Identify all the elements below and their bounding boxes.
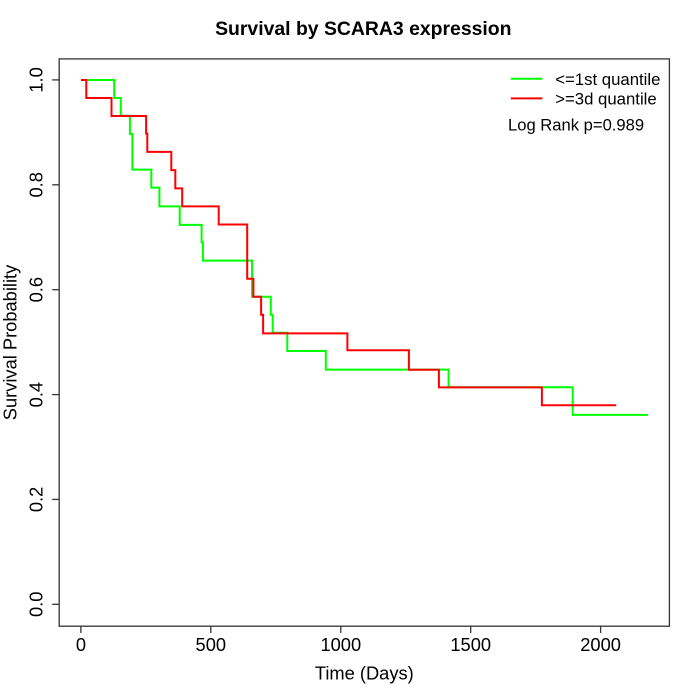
svg-text:Time (Days): Time (Days) [315, 662, 414, 683]
svg-text:>=3d quantile: >=3d quantile [555, 90, 657, 109]
svg-text:0.4: 0.4 [25, 382, 46, 407]
svg-text:Survival by SCARA3 expression: Survival by SCARA3 expression [215, 18, 511, 40]
svg-text:0: 0 [76, 634, 86, 655]
svg-text:Log Rank p=0.989: Log Rank p=0.989 [508, 115, 644, 134]
svg-text:500: 500 [196, 634, 227, 655]
svg-text:0.2: 0.2 [25, 487, 46, 512]
svg-text:2000: 2000 [580, 634, 621, 655]
svg-text:1000: 1000 [320, 634, 361, 655]
svg-text:0.6: 0.6 [25, 277, 46, 302]
svg-text:1500: 1500 [450, 634, 491, 655]
svg-text:0.8: 0.8 [25, 172, 46, 197]
svg-text:<=1st quantile: <=1st quantile [555, 70, 660, 89]
svg-text:1.0: 1.0 [25, 67, 46, 92]
svg-text:0.0: 0.0 [25, 592, 46, 617]
svg-text:Survival Probability: Survival Probability [0, 264, 21, 420]
